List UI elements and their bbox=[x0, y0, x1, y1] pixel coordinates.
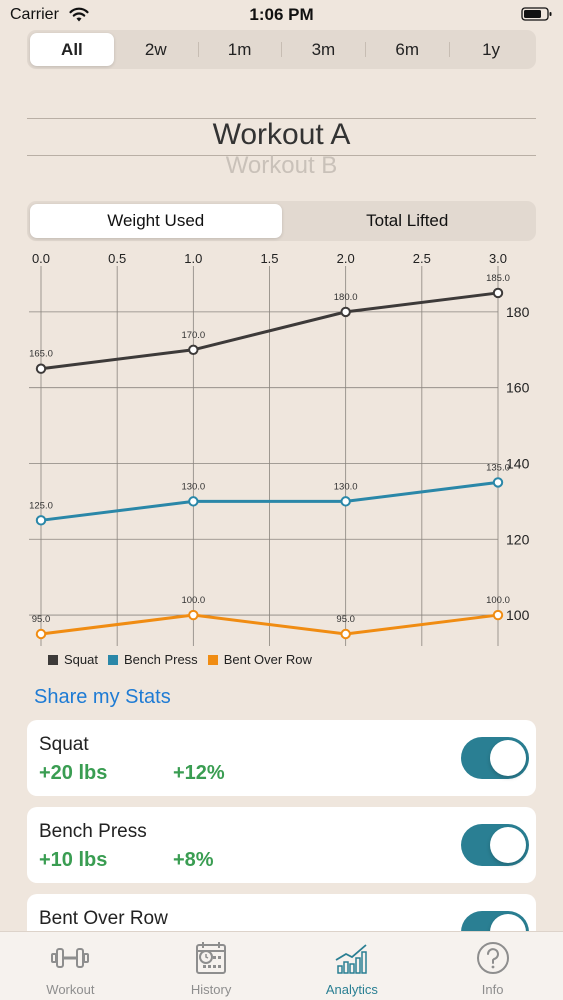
data-label: 100.0 bbox=[181, 595, 205, 606]
stat-card-squat: Squat +20 lbs +12% bbox=[27, 720, 536, 796]
stat-delta: +10 lbs bbox=[39, 849, 108, 871]
data-point bbox=[492, 287, 504, 299]
series-line-squat bbox=[40, 291, 499, 371]
workout-picker-option[interactable]: Workout B bbox=[225, 152, 338, 179]
x-tick-label: 1.5 bbox=[260, 251, 278, 266]
picker-bottom-divider bbox=[27, 155, 536, 156]
tab-analytics[interactable]: Analytics bbox=[282, 932, 423, 1000]
series-line-bent-over-row bbox=[40, 613, 499, 636]
calendar-clock-icon bbox=[196, 942, 227, 974]
toggle-knob bbox=[490, 827, 526, 863]
carrier-label: Carrier bbox=[10, 6, 59, 23]
data-point bbox=[35, 628, 47, 640]
range-tab-6m[interactable]: 6m bbox=[365, 33, 449, 66]
data-label: 180.0 bbox=[334, 292, 358, 303]
data-label: 130.0 bbox=[181, 481, 205, 492]
stat-percent: +8% bbox=[173, 849, 214, 871]
data-label: 125.0 bbox=[29, 500, 53, 511]
tab-label: History bbox=[190, 982, 232, 997]
legend-swatch-bench-press bbox=[107, 654, 118, 665]
legend-item-squat: Squat bbox=[48, 652, 98, 667]
tab-label: Workout bbox=[46, 982, 95, 997]
stat-card-bench-press: Bench Press +10 lbs +8% bbox=[27, 807, 536, 883]
legend-item-bent-over-row: Bent Over Row bbox=[207, 652, 312, 667]
weight-chart: 0.0 0.5 1.0 1.5 2.0 2.5 3.0 100 120 140 160 180 165.… bbox=[0, 244, 563, 684]
battery-icon bbox=[521, 7, 552, 21]
status-bar: Carrier 1:06 PM bbox=[0, 0, 563, 30]
data-point bbox=[35, 363, 47, 374]
legend-label-squat: Squat bbox=[64, 652, 98, 667]
toggle-knob bbox=[490, 740, 526, 776]
data-point bbox=[340, 628, 351, 640]
bench-press-visibility-toggle[interactable] bbox=[461, 824, 529, 866]
data-point bbox=[35, 515, 47, 526]
question-circle-icon bbox=[476, 942, 509, 974]
tab-bar: Workout History Analytics bbox=[0, 931, 563, 1000]
squat-visibility-toggle[interactable] bbox=[461, 737, 529, 779]
legend-swatch-bent-over-row bbox=[207, 654, 218, 665]
clock: 1:06 PM bbox=[249, 5, 314, 24]
legend-item-bench-press: Bench Press bbox=[107, 652, 198, 667]
data-point bbox=[188, 344, 199, 355]
tab-info[interactable]: Info bbox=[422, 932, 563, 1000]
y-tick-label: 160 bbox=[506, 380, 530, 396]
y-tick-label: 120 bbox=[506, 531, 530, 547]
x-tick-label: 0.5 bbox=[108, 251, 126, 266]
workout-picker-selected[interactable]: Workout A bbox=[212, 118, 351, 151]
range-tab-3m[interactable]: 3m bbox=[281, 33, 365, 66]
data-label: 135.0 bbox=[486, 462, 510, 473]
x-tick-label: 1.0 bbox=[184, 251, 202, 266]
legend-label-bench-press: Bench Press bbox=[123, 652, 198, 667]
picker-top-divider bbox=[27, 118, 536, 119]
x-tick-label: 3.0 bbox=[489, 251, 507, 266]
x-tick-label: 2.5 bbox=[413, 251, 431, 266]
metric-toggle: Weight Used Total Lifted bbox=[27, 201, 536, 241]
data-label: 165.0 bbox=[29, 349, 53, 360]
stat-name: Bent Over Row bbox=[39, 908, 168, 929]
legend-label-bent-over-row: Bent Over Row bbox=[223, 652, 312, 667]
data-point bbox=[188, 496, 199, 507]
data-label: 170.0 bbox=[181, 330, 205, 341]
dumbbell-icon bbox=[51, 948, 90, 968]
time-range-selector: All 2w 1m 3m 6m 1y bbox=[27, 30, 536, 69]
data-point bbox=[340, 496, 351, 507]
chart-legend: Squat Bench Press Bent Over Row bbox=[48, 652, 322, 667]
data-point bbox=[492, 609, 504, 621]
data-label: 95.0 bbox=[336, 614, 355, 625]
tab-label: Info bbox=[481, 982, 504, 997]
metric-total-lifted[interactable]: Total Lifted bbox=[366, 211, 449, 230]
data-point bbox=[188, 609, 199, 621]
data-label: 100.0 bbox=[486, 595, 510, 606]
stat-name: Bench Press bbox=[39, 821, 147, 842]
y-tick-label: 180 bbox=[506, 304, 530, 320]
tab-workout[interactable]: Workout bbox=[0, 932, 141, 1000]
share-stats-link[interactable]: Share my Stats bbox=[34, 686, 171, 708]
stat-delta: +20 lbs bbox=[39, 762, 108, 784]
stat-name: Squat bbox=[39, 734, 89, 755]
wifi-icon bbox=[69, 7, 89, 22]
data-label: 185.0 bbox=[486, 273, 510, 284]
data-label: 95.0 bbox=[32, 614, 51, 625]
chart-canvas: 0.0 0.5 1.0 1.5 2.0 2.5 3.0 100 120 140 160 180 165.… bbox=[29, 251, 530, 646]
legend-swatch-squat bbox=[48, 654, 58, 665]
x-tick-label: 2.0 bbox=[337, 251, 355, 266]
range-tab-all[interactable]: All bbox=[30, 33, 114, 66]
stat-percent: +12% bbox=[173, 762, 225, 784]
tab-history[interactable]: History bbox=[141, 932, 282, 1000]
data-point bbox=[340, 306, 351, 318]
tab-label: Analytics bbox=[325, 982, 378, 997]
data-label: 130.0 bbox=[334, 481, 358, 492]
y-tick-label: 100 bbox=[506, 607, 530, 623]
series-line-bench-press bbox=[40, 480, 499, 522]
data-point bbox=[492, 477, 504, 488]
x-tick-label: 0.0 bbox=[32, 251, 50, 266]
range-tab-1m[interactable]: 1m bbox=[197, 33, 282, 66]
range-tab-1y[interactable]: 1y bbox=[449, 33, 533, 66]
metric-weight-used[interactable]: Weight Used bbox=[30, 204, 282, 238]
y-tick-label: 140 bbox=[506, 455, 530, 471]
bar-chart-icon bbox=[335, 944, 367, 974]
range-tab-2w[interactable]: 2w bbox=[144, 39, 167, 59]
